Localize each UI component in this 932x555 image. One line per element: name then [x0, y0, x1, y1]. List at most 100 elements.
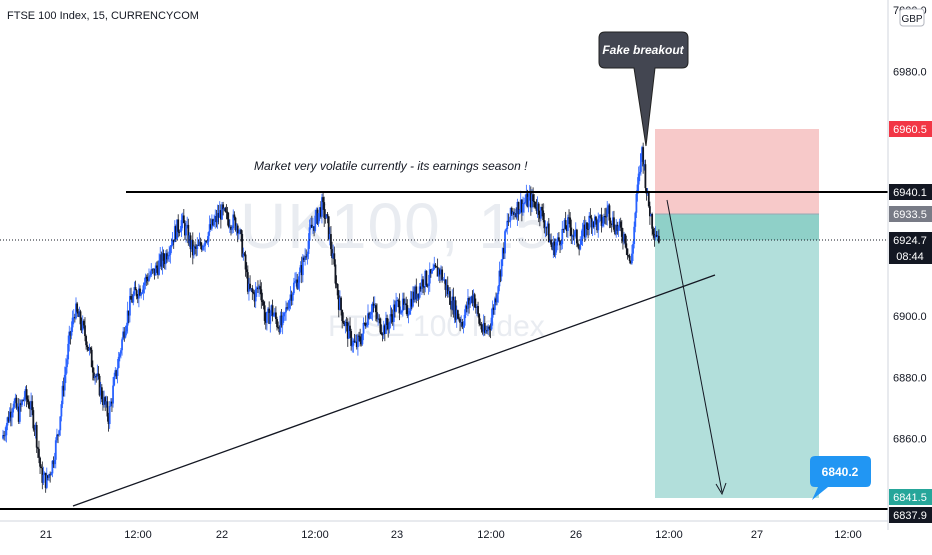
candle [620, 220, 623, 244]
candle [532, 187, 534, 208]
take-profit-zone[interactable] [655, 214, 819, 498]
candle [550, 233, 552, 247]
candle [395, 292, 397, 313]
candle [502, 242, 505, 259]
candle [234, 216, 237, 232]
price-label-support: 6837.9 [889, 507, 932, 523]
candle [463, 309, 466, 328]
candle [176, 219, 178, 240]
candle [135, 289, 138, 300]
candle [459, 316, 461, 332]
stop-loss-zone[interactable] [655, 129, 819, 214]
candle [410, 291, 413, 310]
candle [17, 398, 20, 424]
candle [289, 286, 292, 310]
candle [511, 210, 514, 220]
candle [615, 219, 618, 238]
candle [124, 325, 127, 339]
candle [291, 291, 294, 306]
candle [122, 327, 125, 341]
candle [619, 217, 622, 232]
candle [131, 293, 134, 304]
candle [179, 226, 182, 233]
x-tick-label: 21 [40, 529, 52, 541]
candle [640, 153, 642, 176]
candle [219, 204, 222, 229]
candle [635, 190, 638, 218]
currency-badge[interactable] [899, 8, 925, 27]
candle [283, 311, 286, 321]
candle [482, 314, 485, 337]
candle [545, 226, 548, 237]
candle [58, 429, 61, 437]
candle [13, 398, 16, 410]
candle [152, 267, 155, 274]
candle [93, 367, 95, 381]
ascending-trendline[interactable] [72, 274, 716, 507]
candle [348, 321, 350, 339]
candle [552, 235, 555, 259]
candle [195, 244, 198, 257]
candle [491, 300, 494, 326]
candle [651, 212, 654, 236]
candle [300, 256, 303, 284]
candle [148, 268, 150, 282]
candle [508, 216, 511, 223]
candle [579, 236, 582, 251]
candle [100, 384, 103, 403]
candle [582, 219, 585, 236]
candle [44, 472, 47, 493]
candle [365, 321, 368, 328]
candle [303, 255, 305, 263]
candle [581, 222, 584, 246]
candle [321, 193, 323, 224]
target-badge[interactable]: 6840.2 [810, 456, 871, 500]
candle [527, 191, 530, 213]
candle [230, 224, 232, 236]
candle [198, 232, 201, 247]
candle [56, 428, 58, 443]
candle [385, 311, 387, 334]
candle [295, 271, 298, 287]
countdown-label: 08:44 [889, 248, 932, 264]
candle [333, 246, 336, 267]
candle [196, 237, 199, 256]
candle [514, 208, 517, 218]
svg-text:6837.9: 6837.9 [893, 510, 927, 522]
candle [175, 224, 177, 243]
candle [551, 242, 554, 251]
candle [141, 289, 144, 295]
candle [296, 273, 299, 290]
candle [72, 309, 75, 325]
candle [598, 214, 601, 223]
candle [517, 201, 520, 221]
candle [379, 317, 382, 335]
candle [35, 421, 38, 453]
candle [286, 302, 289, 311]
price-axis[interactable] [888, 0, 932, 550]
fake-breakout-callout[interactable]: Fake breakout [598, 31, 689, 147]
candle [6, 416, 9, 431]
candle [632, 241, 634, 262]
candle [510, 206, 513, 216]
projection-arrow[interactable] [666, 199, 723, 493]
candle [391, 309, 394, 326]
candle [57, 433, 59, 444]
candle [244, 250, 247, 277]
candle [427, 274, 430, 295]
candle [465, 301, 468, 313]
candle [91, 360, 94, 381]
candle [172, 239, 175, 249]
candle [298, 267, 301, 292]
x-tick-label: 12:00 [301, 529, 329, 541]
candle [652, 226, 655, 240]
candle [210, 214, 213, 231]
candle [573, 229, 576, 246]
candle [485, 325, 487, 334]
candle [202, 244, 204, 252]
candle [327, 216, 330, 241]
candle [577, 239, 579, 249]
candle [648, 201, 651, 225]
